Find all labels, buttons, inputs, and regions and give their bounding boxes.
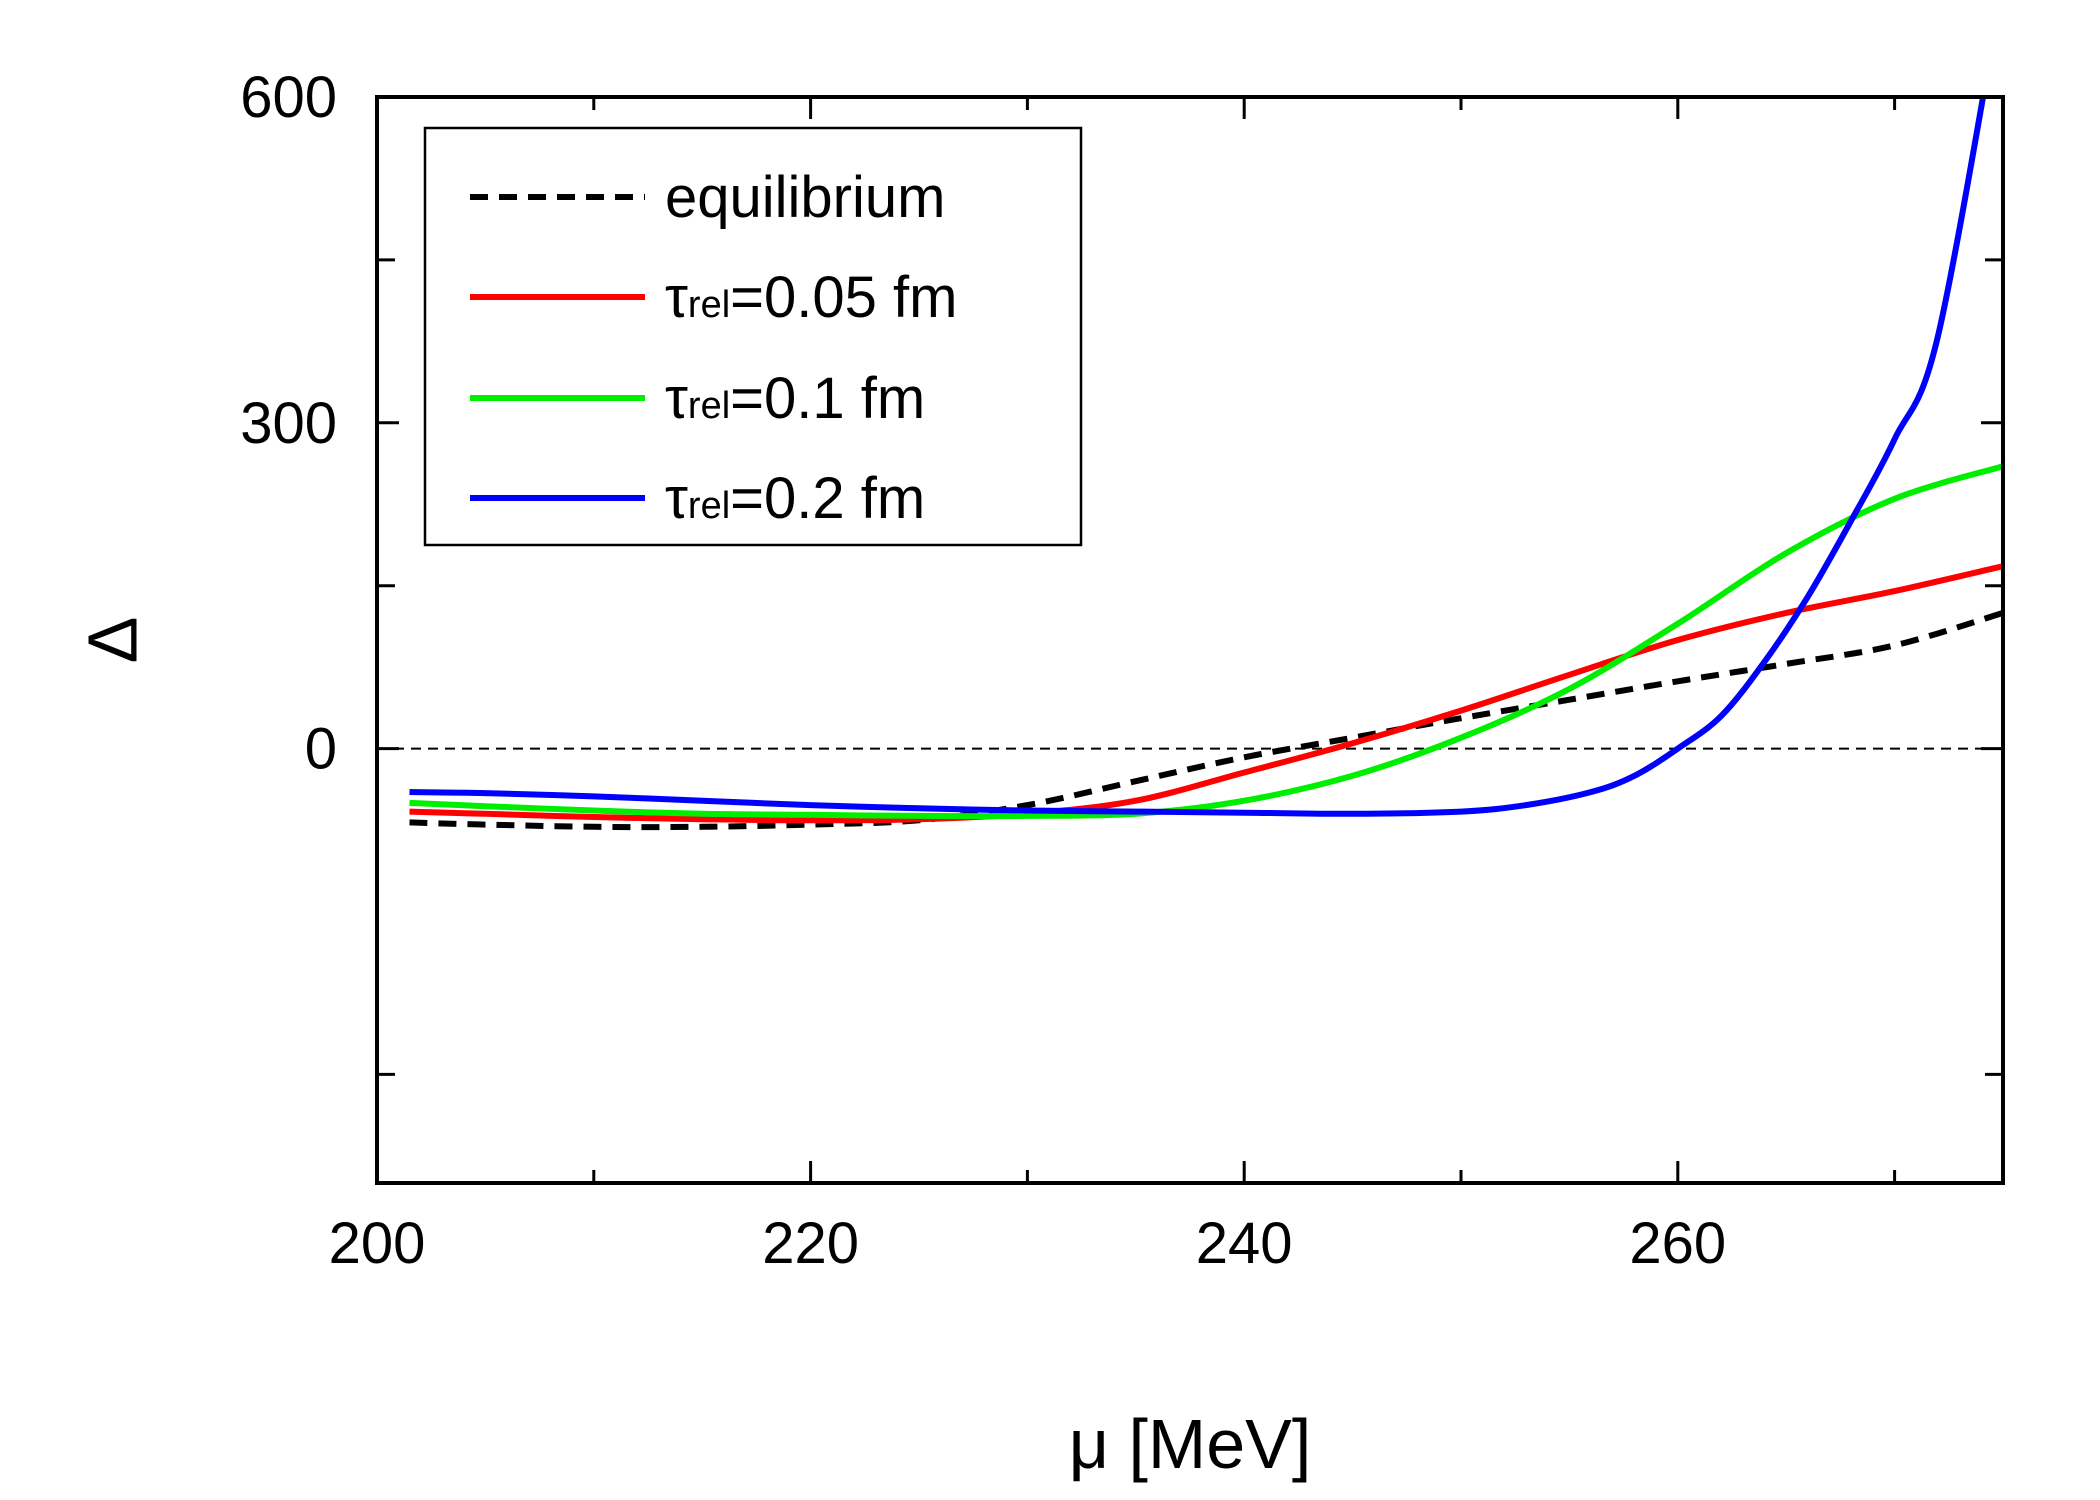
legend-label-subscript: rel — [688, 284, 730, 326]
legend-label-suffix: =0.05 fm — [730, 265, 957, 330]
series-layer — [409, 97, 2003, 831]
series-line-2 — [409, 463, 2003, 820]
series-line-1 — [409, 563, 2003, 824]
x-tick-label: 200 — [329, 1211, 426, 1276]
y-tick-label: 300 — [240, 391, 337, 456]
legend-label-0: equilibrium — [665, 165, 945, 230]
y-axis-title: Δ — [73, 617, 151, 664]
x-tick-label: 220 — [762, 1211, 859, 1276]
legend-label-prefix: τ — [665, 366, 688, 431]
legend-label-subscript: rel — [688, 485, 730, 527]
x-axis-title: μ [MeV] — [1069, 1405, 1312, 1483]
tick-layer: 200 220 240 260 0 300 600 — [240, 65, 2003, 1276]
plot-frame — [375, 95, 2005, 1185]
series-line-3 — [409, 97, 1987, 817]
x-tick-label: 260 — [1629, 1211, 1726, 1276]
series-line-0 — [409, 610, 2003, 831]
legend-label-suffix: =0.1 fm — [730, 366, 925, 431]
legend-label-prefix: τ — [665, 466, 688, 531]
x-tick-label: 240 — [1196, 1211, 1293, 1276]
legend-label-suffix: =0.2 fm — [730, 466, 925, 531]
y-tick-label: 600 — [240, 65, 337, 130]
legend-label-prefix: equilibrium — [665, 165, 945, 230]
legend-label-3: τrel=0.2 fm — [665, 466, 925, 531]
legend-label-1: τrel=0.05 fm — [665, 265, 957, 330]
legend-label-subscript: rel — [688, 385, 730, 427]
legend-label-2: τrel=0.1 fm — [665, 366, 925, 431]
legend-label-prefix: τ — [665, 265, 688, 330]
y-tick-label: 0 — [305, 717, 337, 782]
